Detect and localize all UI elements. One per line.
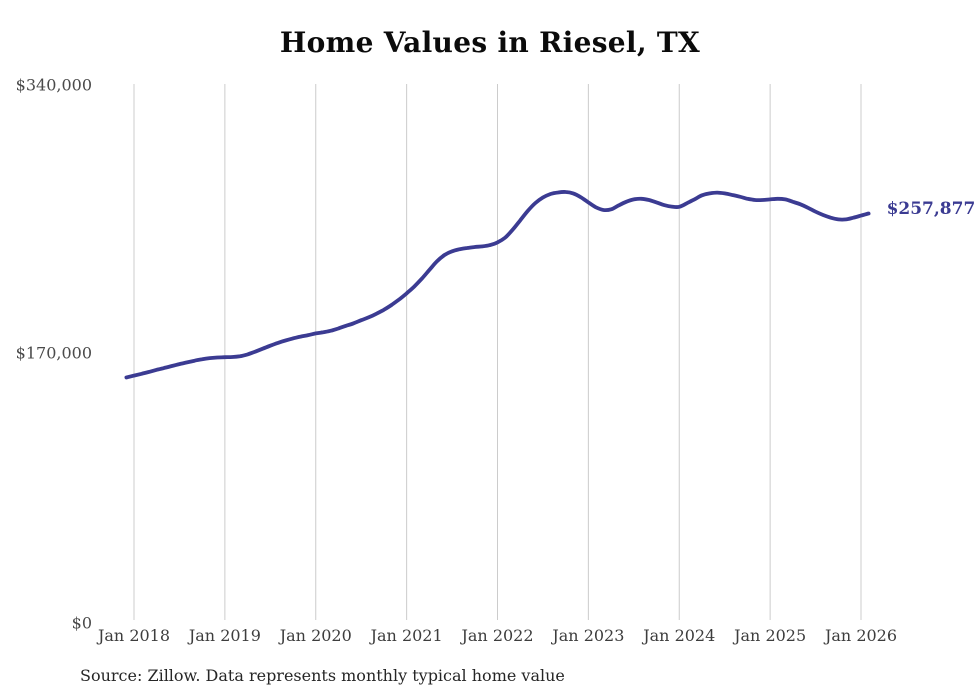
x-tick-jan-2018: Jan 2018 [97, 626, 171, 645]
x-tick-jan-2019: Jan 2019 [188, 626, 261, 645]
y-tick-340000: $340,000 [15, 75, 92, 95]
home-value-line [124, 190, 871, 380]
current-value-label: $257,877 [886, 199, 976, 220]
y-tick-0: $0 [71, 613, 92, 633]
source-note: Source: Zillow. Data represents monthly … [80, 666, 565, 685]
x-tick-jan-2024: Jan 2024 [643, 626, 716, 645]
x-tick-jan-2020: Jan 2020 [279, 626, 352, 645]
x-tick-jan-2026: Jan 2026 [824, 626, 898, 645]
x-tick-jan-2025: Jan 2025 [734, 626, 807, 645]
y-tick-170000: $170,000 [15, 343, 92, 363]
x-tick-jan-2022: Jan 2022 [461, 626, 534, 645]
x-tick-jan-2023: Jan 2023 [552, 626, 625, 645]
x-tick-jan-2021: Jan 2021 [370, 626, 443, 645]
chart-title: Home Values in Riesel, TX [279, 26, 701, 59]
